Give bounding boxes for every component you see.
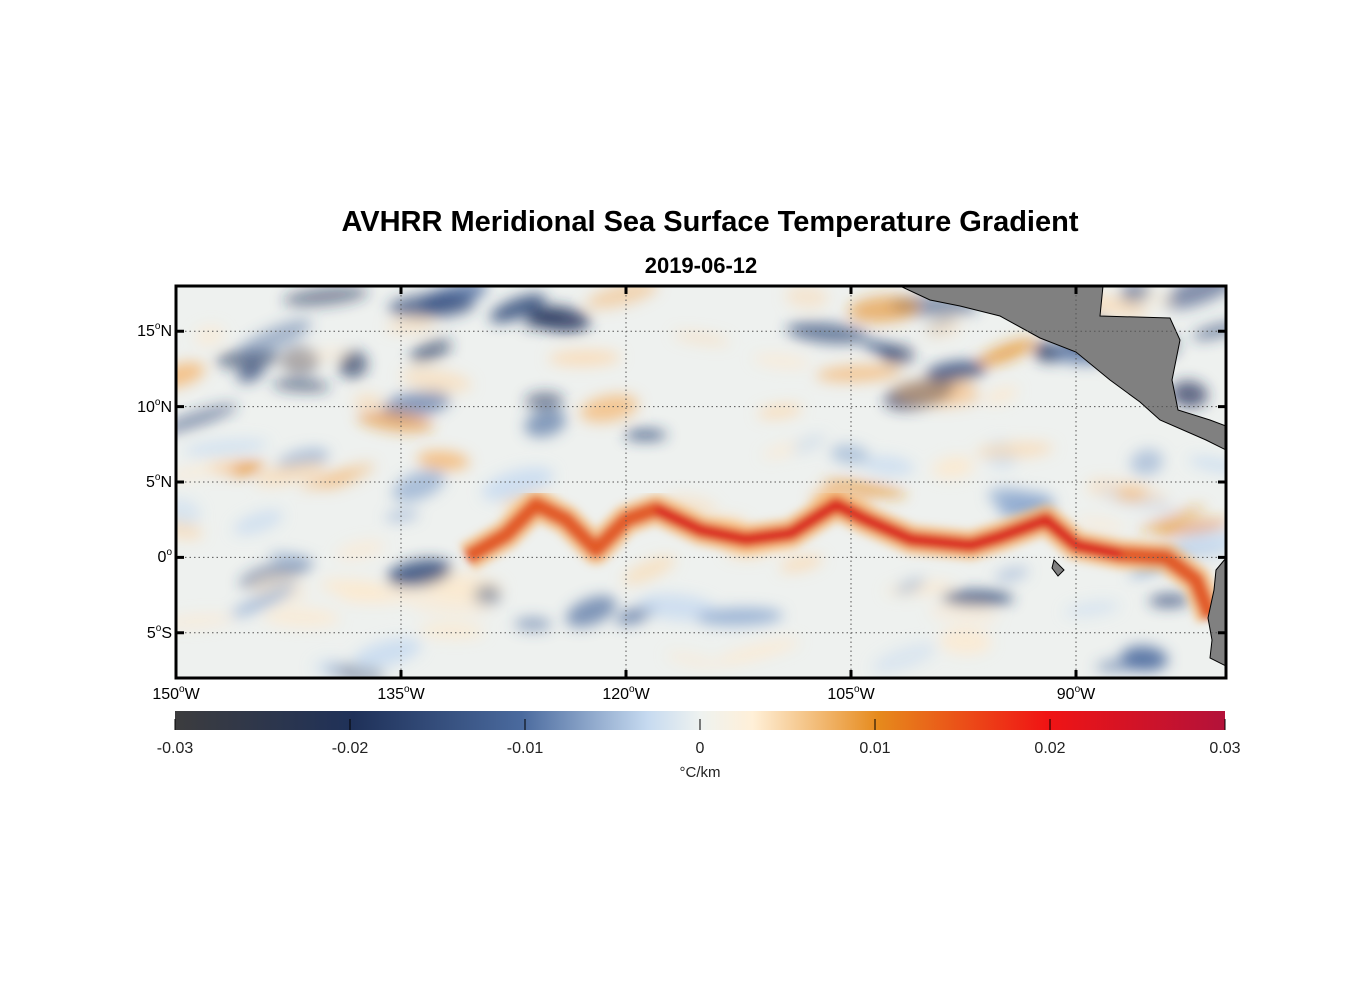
colorbar-tick-label: 0.02	[1034, 740, 1066, 757]
lon-tick-label: 90oW	[1056, 684, 1096, 703]
colorbar-tick-label: 0	[695, 740, 705, 757]
colorbar-tick-label: -0.03	[156, 740, 194, 757]
lon-tick-label: 150oW	[152, 684, 200, 703]
lon-tick-label: 105oW	[827, 684, 875, 703]
lon-tick-label: 120oW	[602, 684, 650, 703]
lat-tick-label: 15oN	[137, 321, 172, 341]
lat-tick-label: 5oS	[146, 622, 172, 642]
land-galapagos	[1051, 559, 1065, 577]
colorbar-tick-label: 0.01	[859, 740, 891, 757]
land-central-america	[899, 286, 1226, 451]
sst-gradient-field	[176, 286, 1226, 678]
lat-tick-label: 10oN	[137, 396, 172, 416]
lon-tick-label: 135oW	[377, 684, 425, 703]
colorbar-tick-label: -0.02	[331, 740, 369, 757]
land-south-america	[1207, 557, 1226, 667]
colorbar-unit-label: °C/km	[679, 764, 721, 781]
colorbar-tick-label: 0.03	[1209, 740, 1241, 757]
lat-tick-label: 5oN	[145, 472, 172, 491]
colorbar-tick-label: -0.01	[506, 740, 544, 757]
plot-subtitle: 2019-06-12	[644, 253, 758, 278]
plot-title: AVHRR Meridional Sea Surface Temperature…	[341, 206, 1079, 238]
lat-tick-label: 0o	[157, 547, 172, 567]
